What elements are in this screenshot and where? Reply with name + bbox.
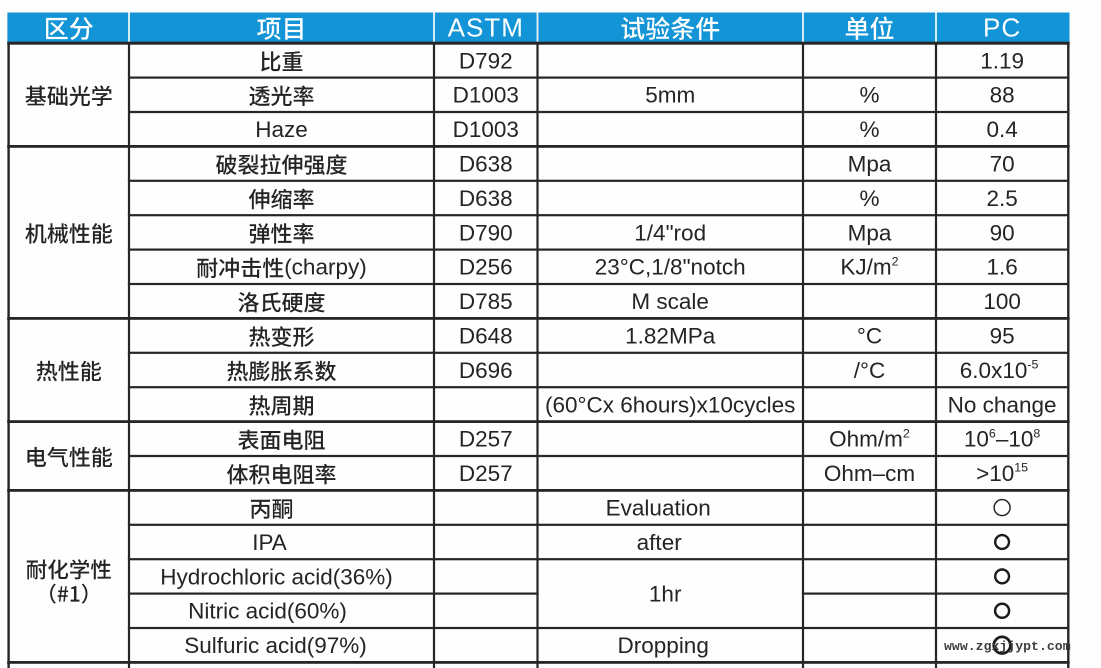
svg-text:6.0x10-5: 6.0x10-5	[960, 358, 1039, 383]
svg-text:%: %	[859, 83, 879, 108]
svg-text:D792: D792	[459, 48, 513, 73]
svg-text:0.4: 0.4	[986, 117, 1017, 142]
svg-text:1.19: 1.19	[980, 48, 1024, 73]
svg-text:70: 70	[990, 152, 1015, 177]
svg-text:(charpy): (charpy)	[284, 255, 367, 280]
svg-text:100: 100	[983, 289, 1021, 314]
svg-text:Mpa: Mpa	[848, 152, 892, 177]
svg-text:D638: D638	[459, 152, 513, 177]
svg-text:1/4"rod: 1/4"rod	[634, 220, 706, 245]
svg-text:%: %	[859, 117, 879, 142]
svg-text:D648: D648	[459, 324, 513, 349]
svg-text:M scale: M scale	[631, 289, 709, 314]
svg-text:1.6: 1.6	[986, 255, 1017, 280]
svg-text:23°C,1/8"notch: 23°C,1/8"notch	[595, 255, 746, 280]
svg-text:5mm: 5mm	[645, 83, 695, 108]
svg-text:KJ/m2: KJ/m2	[840, 254, 898, 279]
svg-text:2.5: 2.5	[986, 186, 1017, 211]
svg-text:D696: D696	[459, 358, 513, 383]
svg-text:ASTM: ASTM	[448, 13, 524, 43]
svg-text:No change: No change	[948, 392, 1057, 417]
svg-text:95: 95	[990, 324, 1015, 349]
svg-text:D1003: D1003	[453, 83, 519, 108]
svg-text:Nitric acid(60%): Nitric acid(60%)	[188, 599, 347, 624]
svg-text:88: 88	[990, 83, 1015, 108]
svg-text:Ohm–cm: Ohm–cm	[824, 461, 915, 486]
svg-text:Hydrochloric acid(36%): Hydrochloric acid(36%)	[160, 564, 393, 589]
svg-text:Mpa: Mpa	[848, 220, 892, 245]
svg-text:Dropping: Dropping	[618, 633, 709, 658]
svg-text:after: after	[637, 530, 683, 555]
svg-text:PC: PC	[983, 13, 1021, 43]
svg-text:90: 90	[990, 220, 1015, 245]
svg-text:www.zgxjjypt.com: www.zgxjjypt.com	[944, 639, 1071, 654]
svg-text:D256: D256	[459, 255, 513, 280]
svg-text:1hr: 1hr	[649, 582, 682, 607]
svg-text:%: %	[859, 186, 879, 211]
svg-text:Ohm/m2: Ohm/m2	[829, 426, 910, 451]
svg-text:IPA: IPA	[252, 530, 287, 555]
svg-text:(60°Cx 6hours)x10cycles: (60°Cx 6hours)x10cycles	[545, 392, 795, 417]
svg-text:>1015: >1015	[976, 461, 1028, 486]
svg-text:Sulfuric acid(97%): Sulfuric acid(97%)	[184, 633, 367, 658]
svg-text:D257: D257	[459, 461, 513, 486]
svg-text:D1003: D1003	[453, 117, 519, 142]
svg-text:D790: D790	[459, 220, 513, 245]
svg-text:Haze: Haze	[255, 117, 308, 142]
svg-text:D638: D638	[459, 186, 513, 211]
svg-text:Evaluation: Evaluation	[606, 496, 711, 521]
svg-text:°C: °C	[857, 324, 882, 349]
svg-text:1.82MPa: 1.82MPa	[625, 324, 716, 349]
svg-text:D257: D257	[459, 427, 513, 452]
svg-text:/°C: /°C	[854, 358, 886, 383]
svg-text:D785: D785	[459, 289, 513, 314]
svg-text:106–108: 106–108	[964, 426, 1040, 451]
